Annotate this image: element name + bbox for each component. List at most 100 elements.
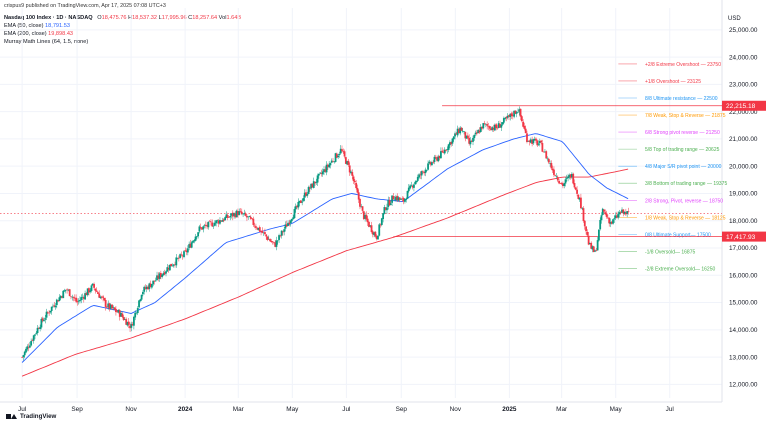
candle-body: [475, 132, 478, 134]
candle-body: [183, 251, 185, 258]
x-tick-label: Mar: [556, 406, 568, 413]
price-tag-label: 17,417.93: [726, 234, 756, 241]
candle-body: [414, 181, 417, 185]
candle-body: [219, 220, 221, 224]
candle-body: [519, 108, 522, 117]
candle-body: [186, 248, 189, 253]
candle-body: [221, 220, 224, 222]
candle-body: [307, 187, 310, 194]
candle-body: [235, 210, 238, 218]
ema200-legend[interactable]: EMA (200, close) 19,898.43: [4, 31, 73, 37]
candle-body: [451, 138, 454, 144]
candle-body: [127, 321, 130, 325]
candle-body: [395, 196, 397, 201]
candle-body: [194, 236, 197, 241]
symbol-legend[interactable]: Nasdaq 100 Index · 1D · NASDAQ O18,475.7…: [4, 15, 241, 21]
x-tick-label: Nov: [125, 406, 137, 413]
candle-body: [118, 310, 121, 317]
close-label: C: [188, 15, 193, 21]
tradingview-logo[interactable]: TradingView: [6, 413, 56, 420]
candle-body: [549, 163, 551, 164]
candle-body: [626, 211, 629, 214]
candle-body: [246, 215, 248, 218]
candle-body: [527, 141, 530, 142]
candle-body: [156, 275, 158, 281]
candle-body: [445, 150, 447, 151]
candle-body: [115, 308, 117, 313]
x-tick-label: Mar: [233, 406, 245, 413]
candle-body: [398, 197, 401, 200]
candle-body: [66, 289, 69, 291]
candle-body: [172, 264, 175, 266]
candle-body: [407, 187, 410, 192]
candle-body: [558, 180, 560, 184]
candle-body: [583, 220, 586, 227]
candle-body: [392, 196, 395, 200]
candle-body: [159, 272, 162, 278]
candle-body: [133, 316, 135, 326]
x-tick-label: Nov: [450, 406, 462, 413]
candle-body: [188, 244, 191, 248]
candle-body: [229, 216, 232, 218]
candle-body: [568, 175, 571, 178]
x-tick-label: May: [610, 406, 623, 413]
candle-body: [368, 221, 370, 227]
candle-body: [264, 232, 266, 235]
candle-body: [474, 132, 477, 135]
ema200-value: 19,898.43: [48, 31, 74, 37]
x-tick-label: Jul: [342, 406, 350, 413]
candle-body: [472, 137, 474, 142]
candle-body: [294, 206, 297, 210]
ema50-legend[interactable]: EMA (50, close) 18,791.53: [4, 23, 70, 29]
candle-body: [482, 123, 485, 129]
candle-body: [526, 133, 528, 143]
candle-body: [39, 327, 42, 329]
candle-body: [212, 225, 215, 227]
candle-body: [333, 161, 336, 163]
candle-body: [36, 327, 39, 334]
volume-value: 1.64B: [226, 15, 242, 21]
candle-body: [195, 236, 198, 238]
candle-body: [299, 200, 302, 204]
candle-body: [621, 209, 623, 213]
candle-body: [197, 232, 200, 237]
y-tick-label: 16,000.00: [729, 272, 758, 279]
candle-body: [560, 182, 563, 184]
murrey-legend[interactable]: Murray Math Lines (64, 1.5, none): [4, 39, 88, 45]
candle-body: [266, 236, 269, 240]
candle-body: [306, 193, 309, 196]
candle-body: [334, 153, 337, 162]
candle-body: [604, 212, 607, 215]
candle-body: [228, 217, 230, 218]
x-tick-label: 2024: [178, 406, 193, 413]
ema200-label: EMA (200, close): [4, 31, 47, 37]
candle-body: [356, 187, 359, 193]
currency-label: USD: [728, 16, 741, 22]
candle-body: [500, 124, 503, 128]
candle-body: [271, 241, 274, 243]
candle-body: [456, 128, 459, 136]
candle-body: [265, 234, 268, 237]
murrey-level-label: 5/8 Top of trading range — 20625: [645, 147, 720, 153]
candle-body: [377, 235, 379, 240]
candle-body: [335, 153, 338, 158]
candle-body: [215, 220, 218, 224]
candle-body: [524, 128, 527, 134]
candle-body: [251, 218, 253, 219]
candle-body: [297, 201, 300, 208]
symbol-title[interactable]: Nasdaq 100 Index · 1D · NASDAQ: [4, 15, 93, 21]
candle-body: [496, 127, 499, 129]
candle-body: [315, 181, 318, 183]
candle-body: [479, 127, 482, 133]
candle-body: [126, 321, 129, 326]
candle-body: [401, 198, 404, 200]
y-tick-label: 18,000.00: [729, 218, 758, 225]
candle-body: [220, 220, 223, 222]
candle-body: [104, 299, 107, 307]
candle-body: [411, 185, 414, 188]
candle-body: [34, 334, 36, 336]
candle-body: [339, 148, 342, 154]
candle-body: [402, 198, 405, 202]
candle-body: [258, 227, 261, 232]
